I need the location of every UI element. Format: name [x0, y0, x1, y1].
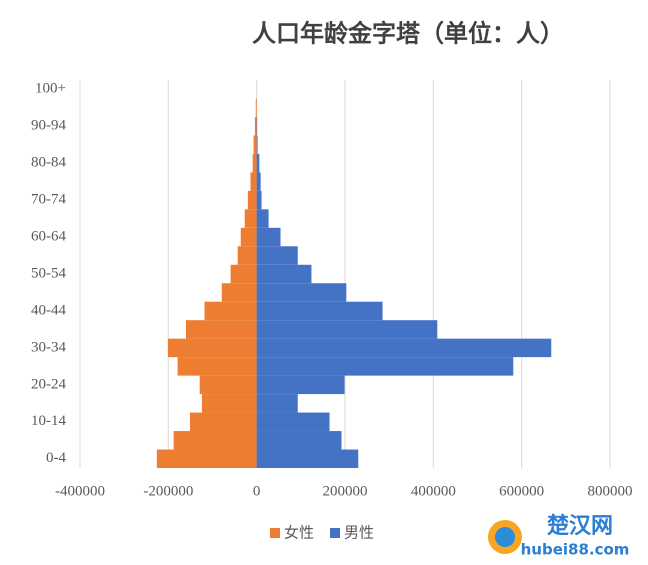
bar [256, 412, 330, 432]
y-tick-label: 10-14 [31, 413, 66, 429]
bar [221, 283, 257, 302]
bar [240, 227, 257, 247]
bar [177, 357, 257, 376]
x-tick-label: 400000 [411, 483, 456, 499]
bar [254, 116, 257, 136]
bar [256, 449, 359, 468]
bar [256, 172, 261, 191]
bar [230, 264, 257, 284]
bar [156, 449, 257, 468]
bar [256, 301, 383, 321]
bar [201, 394, 257, 413]
watermark: 楚汉网 hubei88.com [488, 514, 629, 559]
bar [256, 246, 298, 265]
bar [167, 338, 257, 358]
x-tick-label: -400000 [55, 483, 105, 499]
bar [244, 209, 257, 228]
bar [255, 98, 257, 117]
watermark-url: hubei88.com [521, 541, 630, 559]
bar [256, 153, 260, 173]
legend-label: 女性 [284, 523, 314, 541]
bar [186, 320, 257, 339]
bar [256, 338, 552, 358]
bar [237, 246, 257, 265]
x-tick-label: -200000 [143, 483, 193, 499]
bar [256, 320, 438, 339]
watermark-logo [495, 527, 515, 547]
legend-swatch [330, 528, 340, 538]
bar [256, 431, 342, 450]
bar [247, 190, 257, 210]
bar [173, 431, 257, 450]
bar [199, 375, 257, 395]
x-tick-label: 200000 [323, 483, 368, 499]
bar [256, 135, 258, 154]
bar [256, 264, 312, 284]
bar [256, 375, 345, 395]
x-tick-label: 800000 [588, 483, 633, 499]
y-tick-label: 0-4 [46, 450, 66, 466]
labels: -400000 -200000 0 200000 400000 600000 800000 0… [31, 81, 633, 500]
bar [256, 190, 262, 210]
bar [189, 412, 257, 432]
y-tick-label: 90-94 [31, 118, 66, 134]
y-tick-label: 100+ [35, 81, 66, 97]
legend: 女性 男性 [270, 523, 374, 541]
bar [250, 172, 257, 191]
bar [204, 301, 257, 321]
bar [256, 357, 514, 376]
y-tick-label: 40-44 [31, 302, 66, 318]
x-tick-label: 600000 [499, 483, 544, 499]
legend-swatch [270, 528, 280, 538]
bar [256, 227, 281, 247]
legend-label: 男性 [344, 524, 374, 541]
bar [253, 135, 257, 154]
y-tick-label: 70-74 [31, 192, 66, 208]
bar [256, 283, 347, 302]
chart-title: 人口年龄金字塔（单位：人） [252, 20, 564, 48]
bar [256, 209, 269, 228]
x-tick-label: 0 [253, 483, 261, 499]
bars [156, 98, 552, 468]
y-tick-label: 20-24 [31, 376, 66, 392]
y-tick-label: 80-84 [31, 155, 66, 171]
y-tick-label: 50-54 [31, 265, 66, 281]
bar [256, 394, 298, 413]
watermark-name: 楚汉网 [547, 514, 613, 539]
y-tick-label: 60-64 [31, 228, 66, 244]
y-tick-label: 30-34 [31, 339, 66, 355]
bar [252, 153, 257, 173]
